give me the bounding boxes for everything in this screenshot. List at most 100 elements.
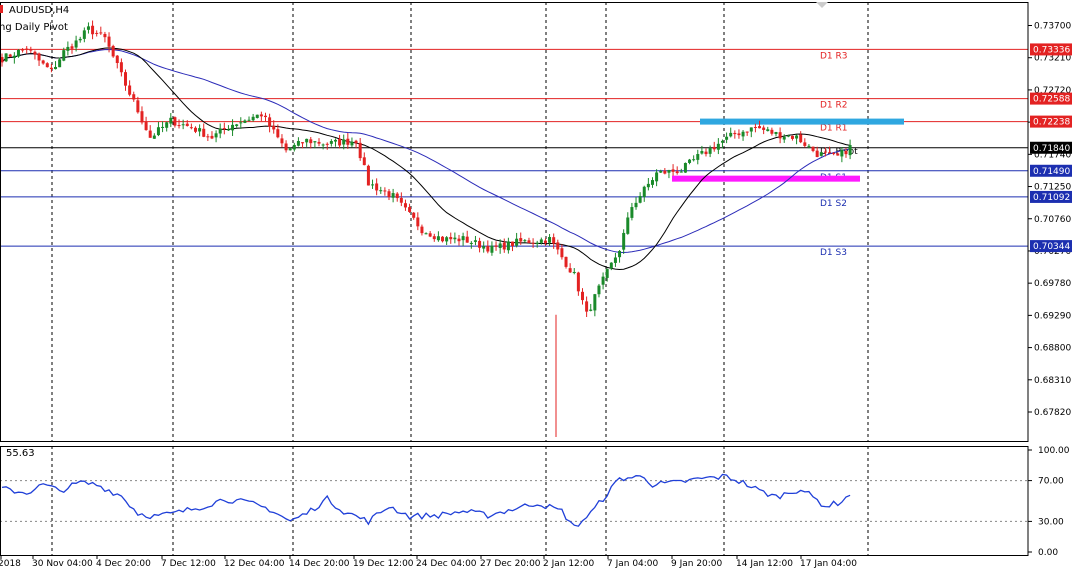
main-pane-border [0,2,1029,442]
candle-body [49,67,53,70]
candle-body [564,256,568,267]
pivot-label-d1-r2: D1 R2 [820,101,848,111]
candle-body [601,276,605,285]
candle-body [432,236,436,240]
candle-body [585,301,589,312]
candle-body [519,238,523,242]
candle-body [54,66,58,70]
rsi-series-line [1,473,851,527]
candle-body [552,237,556,244]
candle-body [346,138,350,145]
candle-body [683,162,687,173]
candle-body [515,238,519,246]
price-tick-label: 0.73210 [1034,54,1071,64]
price-tick-label: 0.70760 [1034,215,1071,225]
candle-body [811,146,815,151]
candle-body [198,128,202,132]
candlesticks[interactable] [0,20,852,437]
candle-body [276,129,280,138]
candle-body [148,130,152,138]
candle-body [679,171,683,173]
candle-body [696,154,700,160]
price-tick-label: 0.71740 [1034,150,1071,160]
candle-body [688,159,692,163]
price-tick-label: 0.67820 [1034,408,1071,418]
price-level-tag-label: 0.73336 [1033,45,1070,55]
candle-body [66,46,70,51]
candle-body [428,233,432,237]
resistance-zone [700,118,904,125]
candle-body [231,124,235,131]
candle-body [375,183,379,191]
candle-body [803,142,807,146]
time-tick-label: 9 Jan 20:00 [671,559,723,569]
price-tick-label: 0.68800 [1034,344,1071,354]
price-level-tag [1030,43,1072,56]
price-tick-label: 0.71250 [1034,183,1071,193]
candle-body [531,242,535,244]
candle-body [548,237,552,243]
price-tick-label: 0.69290 [1034,311,1071,321]
price-level-tag [1030,92,1072,105]
candle-body [720,140,724,143]
candle-body [770,129,774,134]
candle-body [16,49,20,57]
candle-body [350,141,354,146]
candle-body [469,242,473,244]
candle-body [128,85,132,95]
chart-shift-marker[interactable] [816,2,828,8]
candle-body [465,236,469,243]
candle-body [366,165,370,186]
candle-body [41,60,45,64]
candle-body [494,245,498,247]
candle-body [305,138,309,143]
rsi-tick-label: 30.00 [1038,517,1064,527]
moving-averages [1,47,851,271]
candle-body [626,217,630,234]
candle-body [416,217,420,227]
candle-body [449,237,453,240]
candle-body [609,262,613,269]
candle-body [132,94,136,100]
candle-body [502,242,506,250]
candle-body [568,268,572,273]
support-zone [672,175,860,182]
candle-body [140,111,144,123]
candle-body [675,171,679,174]
candle-body [840,150,844,157]
candle-body [819,152,823,156]
candle-body [795,135,799,139]
candle-body [741,131,745,137]
candle-body [655,172,659,182]
candle-body [391,193,395,198]
candle-body [457,238,461,242]
candle-body [313,141,317,143]
time-tick-label: 14 Dec 20:00 [289,559,350,569]
candle-body [486,246,490,252]
candle-body [268,117,272,127]
candle-body [284,143,288,151]
rsi-tick-label: 0.00 [1038,548,1058,558]
candle-body [753,126,757,128]
candle-body [638,196,642,203]
candle-body [185,123,189,126]
candle-body [589,309,593,311]
time-tick-label: 12 Dec 04:00 [224,559,285,569]
candle-body [790,135,794,139]
candle-body [152,135,156,139]
candle-body [807,145,811,147]
candle-body [729,132,733,137]
candle-body [95,32,99,34]
candle-body [214,133,218,138]
candle-body [605,269,609,278]
candle-body [848,145,852,156]
candle-body [778,132,782,139]
candle-body [181,124,185,126]
time-tick-label: 19 Dec 12:00 [353,559,414,569]
candle-body [29,49,33,51]
candle-body [498,243,502,249]
candle-body [333,139,337,142]
candle-body [189,127,193,129]
